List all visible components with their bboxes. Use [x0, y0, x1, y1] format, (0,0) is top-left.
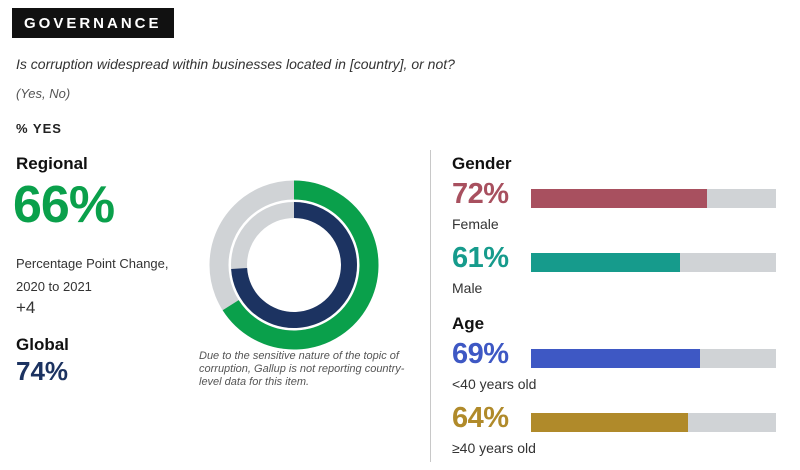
bar-row-under-40: 69% <40 years old: [452, 338, 782, 398]
section-badge: GOVERNANCE: [12, 8, 174, 38]
donut-arc-global: [231, 202, 357, 328]
bar-value: 69%: [452, 338, 509, 370]
donut-chart: [209, 180, 379, 350]
bar-value: 64%: [452, 402, 509, 434]
regional-label: Regional: [16, 154, 88, 173]
age-title: Age: [452, 314, 485, 333]
metric-label: % YES: [16, 121, 62, 136]
bar-label: <40 years old: [452, 376, 537, 392]
bar-label: Female: [452, 216, 499, 232]
regional-value: 66%: [13, 176, 115, 234]
bar-track: [531, 349, 776, 368]
global-label: Global: [16, 335, 69, 354]
bar-fill-female: [531, 189, 708, 208]
bar-label: Male: [452, 280, 483, 296]
vertical-divider: [430, 150, 431, 462]
point-change-value: +4: [16, 298, 36, 317]
donut-arc-regional: [222, 180, 379, 350]
global-value: 74%: [16, 356, 69, 386]
footnote: Due to the sensitive nature of the topic…: [199, 350, 405, 388]
bar-track: [531, 253, 776, 272]
bar-value: 72%: [452, 178, 509, 210]
bar-fill-under-40: [531, 349, 701, 368]
gender-title: Gender: [452, 154, 512, 173]
answer-options: (Yes, No): [16, 86, 71, 101]
bar-value: 61%: [452, 242, 509, 274]
bar-row-male: 61% Male: [452, 242, 782, 302]
bar-row-female: 72% Female: [452, 178, 782, 238]
bar-fill-over-40: [531, 413, 688, 432]
survey-question: Is corruption widespread within business…: [16, 56, 455, 72]
bar-track: [531, 413, 776, 432]
bar-track: [531, 189, 776, 208]
bar-label: ≥40 years old: [452, 440, 536, 456]
bar-fill-male: [531, 253, 681, 272]
point-change-label: Percentage Point Change, 2020 to 2021: [16, 256, 169, 294]
bar-row-over-40: 64% ≥40 years old: [452, 402, 782, 462]
